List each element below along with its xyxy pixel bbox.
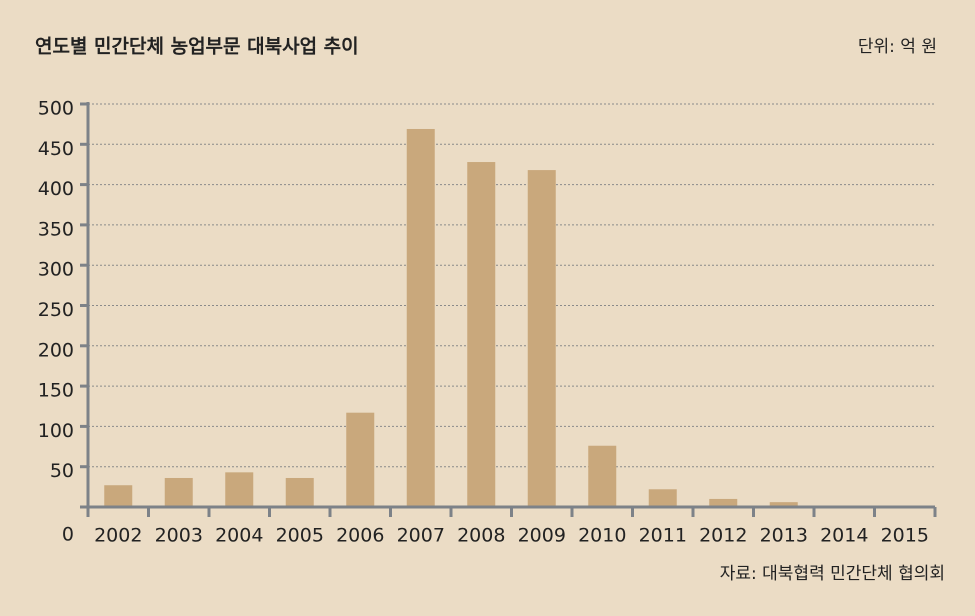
y-tick-label: 150 bbox=[38, 380, 74, 402]
y-tick-label: 300 bbox=[38, 259, 74, 281]
source-label: 자료: 대북협력 민간단체 협의회 bbox=[720, 564, 945, 584]
y-tick-label: 100 bbox=[38, 420, 74, 442]
x-tick-label: 2012 bbox=[699, 525, 747, 547]
x-tick-label: 2006 bbox=[336, 525, 384, 547]
bar bbox=[104, 485, 133, 507]
y-tick-label: 250 bbox=[38, 299, 74, 321]
y-tick-label: 50 bbox=[50, 460, 74, 482]
x-tick-label: 2013 bbox=[760, 525, 808, 547]
x-tick-label: 2005 bbox=[276, 525, 324, 547]
x-tick-label: 2015 bbox=[881, 525, 929, 547]
bar bbox=[527, 170, 556, 508]
bar bbox=[648, 489, 677, 507]
bar bbox=[709, 498, 738, 507]
unit-label: 단위: 억 원 bbox=[858, 37, 937, 57]
y-tick-label: 500 bbox=[38, 98, 74, 120]
bar bbox=[164, 477, 193, 507]
x-tick-label: 2009 bbox=[518, 525, 566, 547]
bar bbox=[406, 128, 435, 507]
x-tick-label: 2002 bbox=[94, 525, 142, 547]
x-tick-label: 2010 bbox=[578, 525, 626, 547]
y-tick-label: 350 bbox=[38, 218, 74, 240]
x-tick-label: 2008 bbox=[457, 525, 505, 547]
x-tick-label: 2014 bbox=[820, 525, 868, 547]
x-tick-label: 2003 bbox=[155, 525, 203, 547]
bar bbox=[285, 477, 314, 507]
chart-title: 연도별 민간단체 농업부문 대북사업 추이 bbox=[35, 36, 359, 58]
bar bbox=[467, 162, 496, 508]
x-tick-label: 2004 bbox=[215, 525, 263, 547]
y-tick-label: 0 bbox=[62, 524, 74, 546]
x-tick-label: 2007 bbox=[397, 525, 445, 547]
y-tick-label: 400 bbox=[38, 178, 74, 200]
bar bbox=[769, 502, 798, 507]
x-tick-label: 2011 bbox=[639, 525, 687, 547]
bar bbox=[225, 472, 254, 507]
y-tick-label: 200 bbox=[38, 339, 74, 361]
bar bbox=[588, 445, 617, 507]
bar bbox=[346, 412, 375, 507]
y-tick-label: 450 bbox=[38, 138, 74, 160]
